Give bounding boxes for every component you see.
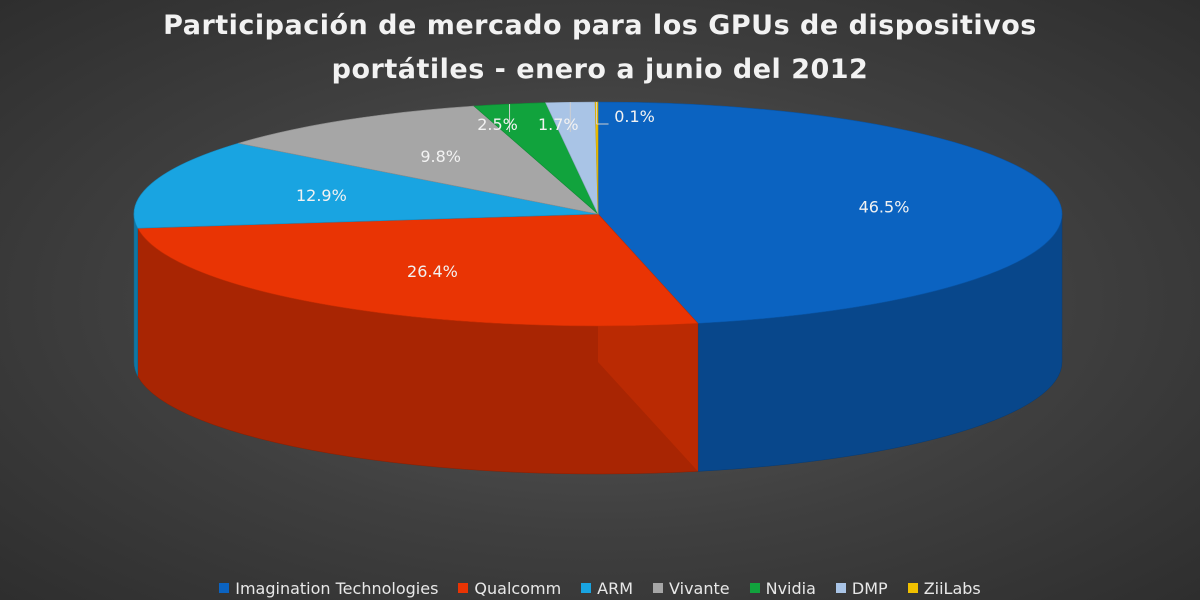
legend-item-qualcomm: Qualcomm: [458, 579, 561, 598]
chart-title-line-1: Participación de mercado para los GPUs d…: [163, 10, 1037, 41]
legend-label: Nvidia: [765, 578, 816, 598]
pie-slice-arm: [133, 142, 599, 229]
data-label-arm: 12.9%: [296, 186, 347, 205]
pie-slice-qualcomm: [137, 213, 699, 327]
chart-legend: Imagination Technologies Qualcomm ARM Vivan…: [0, 576, 1200, 600]
chart-title-line-2: portátiles - enero a junio del 2012: [331, 54, 869, 85]
legend-label: Imagination Technologies: [235, 578, 439, 598]
data-label-qualcomm: 26.4%: [407, 262, 458, 281]
data-label-nvidia: 2.5%: [477, 115, 518, 134]
chart-title: Participación de mercado para los GPUs d…: [0, 4, 1200, 92]
legend-label: ZiiLabs: [923, 578, 981, 598]
pie-label-group: 46.5% 26.4% 12.9% 9.8% 2.5% 1.7% 0.1%: [296, 102, 909, 281]
legend-swatch: [219, 583, 230, 593]
pie-top-group: [133, 101, 1063, 327]
legend-swatch: [749, 583, 760, 593]
data-label-dmp: 1.7%: [538, 115, 579, 134]
legend-label: Vivante: [669, 578, 730, 598]
legend-swatch: [581, 583, 592, 593]
legend-label: ARM: [597, 578, 634, 598]
legend-item-nvidia: Nvidia: [749, 578, 816, 598]
legend-swatch: [458, 583, 469, 593]
data-label-imagination-technologies: 46.5%: [859, 197, 910, 216]
pie-side-arm: [133, 213, 139, 377]
pie-slice-imagination-technologies: [597, 101, 1063, 324]
legend-item-ziilabs: ZiiLabs: [907, 578, 981, 598]
data-label-vivante: 9.8%: [420, 147, 461, 166]
legend-label: DMP: [851, 578, 888, 598]
pie-slice-ziilabs: [594, 101, 599, 215]
legend-item-dmp: DMP: [835, 578, 888, 598]
legend-item-arm: ARM: [581, 579, 633, 598]
legend-item-vivante: Vivante: [653, 579, 730, 598]
pie-slice-vivante: [238, 105, 600, 215]
legend-label: Qualcomm: [474, 578, 562, 598]
legend-swatch: [907, 583, 918, 593]
data-label-ziilabs: 0.1%: [614, 107, 655, 126]
legend-swatch: [653, 583, 664, 593]
legend-swatch: [835, 583, 846, 593]
legend-item-imagination-technologies: Imagination Technologies: [219, 579, 438, 598]
